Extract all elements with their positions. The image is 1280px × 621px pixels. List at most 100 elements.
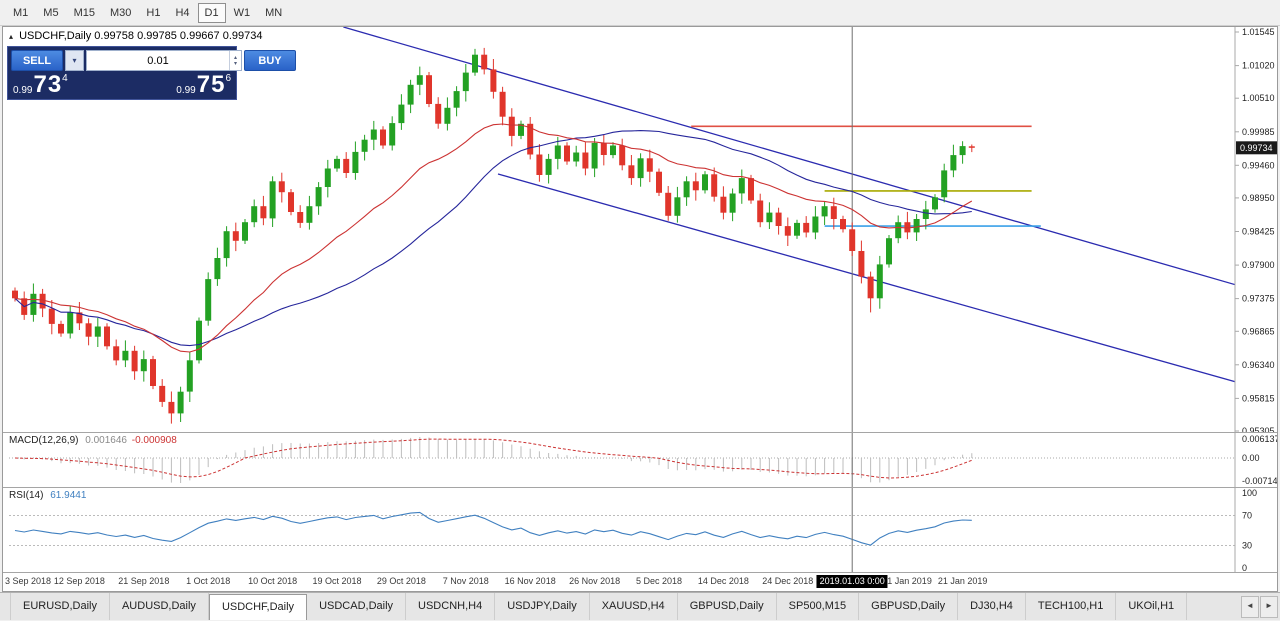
current-price-tag: 0.99734 [1236, 141, 1277, 155]
macd-signal-value: -0.000908 [131, 435, 177, 446]
channel-upper[interactable] [343, 27, 1243, 287]
rsi-axis-label: 70 [1242, 511, 1252, 521]
rsi-line [14, 511, 972, 546]
scroll-left-icon[interactable]: ◄ [1241, 595, 1259, 618]
svg-text:1.00510: 1.00510 [1242, 93, 1275, 103]
spin-up-icon[interactable]: ▴ [233, 54, 237, 61]
date-axis-label: 10 Oct 2018 [248, 576, 298, 586]
svg-text:0.95815: 0.95815 [1242, 393, 1275, 403]
macd-axis-label: 0.006137 [1242, 434, 1277, 444]
svg-text:0.98950: 0.98950 [1242, 193, 1275, 203]
timeframe-button-mn[interactable]: MN [258, 3, 289, 23]
one-click-collapse-icon[interactable]: ▴ [9, 32, 14, 41]
spin-down-icon[interactable]: ▾ [233, 60, 237, 67]
timeframe-button-m1[interactable]: M1 [6, 3, 35, 23]
timeframe-toolbar: M1 M5 M15 M30 H1 H4 D1 W1 MN [0, 0, 1280, 26]
sell-price-big: 73 [33, 71, 63, 98]
chart-tab-usdcad-daily[interactable]: USDCAD,Daily [307, 593, 407, 620]
svg-text:0.98425: 0.98425 [1242, 227, 1275, 237]
tab-scroll-arrows: ◄ ► [1241, 593, 1280, 620]
rsi-panel[interactable]: 100 70 30 0 RSI(14) 61.9441 [3, 487, 1277, 572]
chart-ohlc-values: 0.99758 0.99785 0.99667 0.99734 [94, 30, 263, 42]
date-axis-label: 3 Sep 2018 [5, 576, 52, 586]
svg-text:1.01020: 1.01020 [1242, 61, 1275, 71]
sell-price-prefix: 0.99 [13, 85, 33, 96]
date-axis-label: 21 Sep 2018 [118, 576, 170, 586]
price-plot[interactable] [12, 27, 1243, 432]
timeframe-button-m5[interactable]: M5 [36, 3, 65, 23]
chart-tab-usdjpy-daily[interactable]: USDJPY,Daily [495, 593, 590, 620]
chart-tab-usdcnh-h4[interactable]: USDCNH,H4 [406, 593, 496, 620]
macd-svg[interactable]: 0.006137 0.00 -0.007142 [3, 433, 1277, 487]
ma-slow-line[interactable] [14, 130, 972, 347]
chart-tab-tech100-h1[interactable]: TECH100,H1 [1026, 593, 1117, 620]
rsi-axis-label: 100 [1242, 488, 1257, 498]
chart-tab-gbpusd-daily[interactable]: GBPUSD,Daily [859, 593, 959, 620]
macd-signal-line [14, 438, 972, 479]
chart-tab-dj30-h4[interactable]: DJ30,H4 [958, 593, 1026, 620]
chart-tab-sp500-m15[interactable]: SP500,M15 [777, 593, 860, 620]
svg-text:0.95305: 0.95305 [1242, 426, 1275, 432]
svg-text:0.99460: 0.99460 [1242, 160, 1275, 170]
sell-price-pipette: 4 [62, 73, 68, 84]
date-axis-label: 29 Oct 2018 [376, 576, 426, 586]
sell-price[interactable]: 0.99 73 4 [13, 73, 68, 97]
date-axis-label: 16 Nov 2018 [504, 576, 556, 586]
rsi-label: RSI(14) 61.9441 [9, 490, 86, 501]
date-axis-label: 1 Oct 2018 [186, 576, 231, 586]
macd-panel[interactable]: 0.006137 0.00 -0.007142 MACD(12,26,9) 0.00… [3, 432, 1277, 487]
macd-name: MACD(12,26,9) [9, 435, 79, 446]
date-axis-label: 19 Oct 2018 [312, 576, 362, 586]
buy-price-big: 75 [196, 71, 226, 98]
date-axis-label: 14 Dec 2018 [697, 576, 749, 586]
buy-price[interactable]: 0.99 75 6 [176, 73, 231, 97]
candles [12, 47, 975, 424]
chart-tab-audusd-daily[interactable]: AUDUSD,Daily [110, 593, 209, 620]
date-axis-label: 12 Sep 2018 [53, 576, 105, 586]
chart-tab-gbpusd-daily[interactable]: GBPUSD,Daily [678, 593, 777, 620]
volume-field: ▴ ▾ [86, 50, 242, 71]
rsi-svg[interactable]: 100 70 30 0 [3, 488, 1277, 572]
date-axis-label: 7 Nov 2018 [442, 576, 489, 586]
ma-fast-line[interactable] [14, 123, 973, 353]
volume-input[interactable] [87, 51, 229, 70]
chart-tabbar: EURUSD,Daily AUDUSD,Daily USDCHF,Daily USDC… [0, 592, 1280, 620]
volume-spinner[interactable]: ▴ ▾ [229, 51, 241, 70]
macd-label: MACD(12,26,9) 0.001646 -0.000908 [9, 435, 177, 446]
svg-text:0.99734: 0.99734 [1240, 143, 1273, 153]
date-axis-label: 24 Dec 2018 [762, 576, 814, 586]
scroll-right-icon[interactable]: ► [1260, 595, 1278, 618]
chart-tab-ukoil-h1[interactable]: UKOil,H1 [1116, 593, 1188, 620]
rsi-axis-label: 0 [1242, 563, 1247, 572]
buy-price-prefix: 0.99 [176, 85, 196, 96]
timeframe-button-m15[interactable]: M15 [67, 3, 102, 23]
date-axis-label: 11 Jan 2019 [882, 576, 932, 586]
buy-button[interactable]: BUY [244, 50, 296, 71]
chart-tab-eurusd-daily[interactable]: EURUSD,Daily [10, 593, 110, 620]
chart-tab-usdchf-daily[interactable]: USDCHF,Daily [208, 594, 308, 620]
rsi-axis-label: 30 [1242, 541, 1252, 551]
chart-tab-xauusd-h4[interactable]: XAUUSD,H4 [590, 593, 678, 620]
chart-ohlc-title: ▴ USDCHF,Daily 0.99758 0.99785 0.99667 0… [9, 30, 262, 42]
price-axis[interactable]: 1.01545 1.01020 1.00510 0.99985 0.99460 0.989… [1235, 27, 1275, 432]
price-chart-svg[interactable]: 1.01545 1.01020 1.00510 0.99985 0.99460 0.989… [3, 27, 1277, 432]
svg-text:1.01545: 1.01545 [1242, 27, 1275, 37]
svg-text:0.96865: 0.96865 [1242, 326, 1275, 336]
svg-text:0.96340: 0.96340 [1242, 360, 1275, 370]
rsi-value: 61.9441 [50, 490, 87, 501]
chart-symbol-label: USDCHF,Daily [19, 30, 92, 42]
date-axis[interactable]: 3 Sep 2018 12 Sep 2018 21 Sep 2018 1 Oct 20… [3, 572, 1277, 591]
macd-axis-label: 0.00 [1242, 453, 1260, 463]
timeframe-button-w1[interactable]: W1 [227, 3, 258, 23]
chart-window: 1.01545 1.01020 1.00510 0.99985 0.99460 0.989… [2, 26, 1278, 592]
svg-text:0.97375: 0.97375 [1242, 294, 1275, 304]
timeframe-button-h4[interactable]: H4 [168, 3, 196, 23]
date-axis-label: 21 Jan 2019 [937, 576, 988, 586]
timeframe-button-m30[interactable]: M30 [103, 3, 138, 23]
main-chart-panel[interactable]: 1.01545 1.01020 1.00510 0.99985 0.99460 0.989… [3, 27, 1277, 432]
timeframe-button-h1[interactable]: H1 [139, 3, 167, 23]
sell-button[interactable]: SELL [11, 50, 63, 71]
timeframe-button-d1[interactable]: D1 [197, 2, 226, 23]
order-type-dropdown-icon[interactable]: ▾ [65, 50, 84, 71]
